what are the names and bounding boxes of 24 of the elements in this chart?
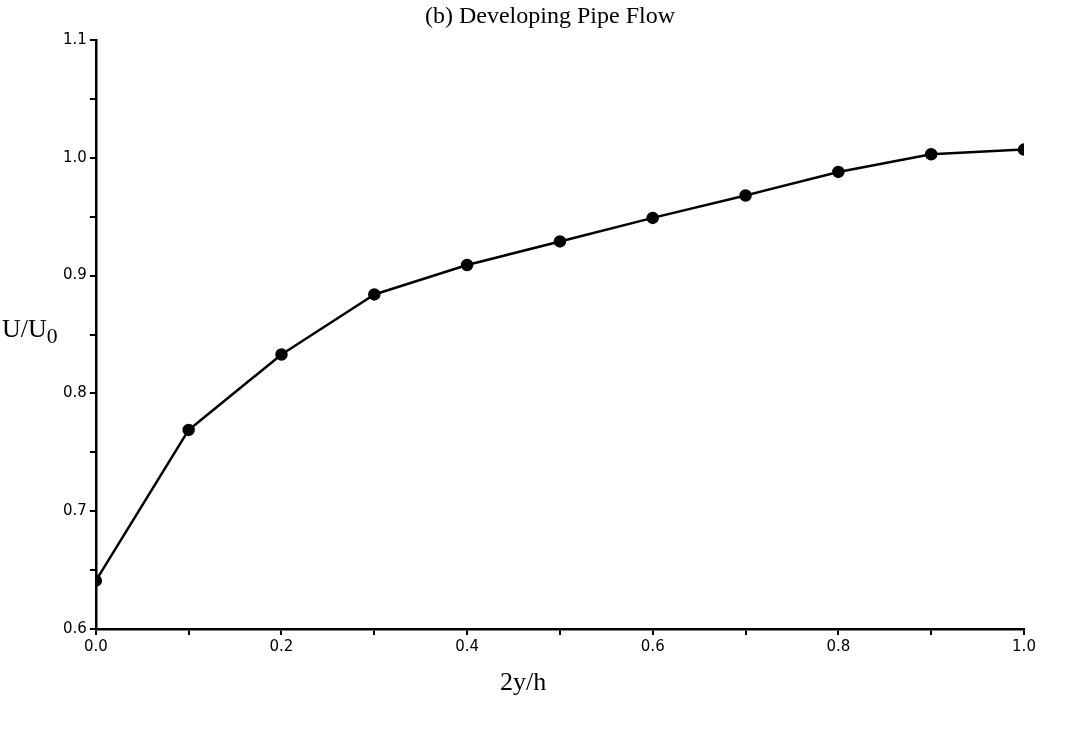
point [182, 423, 195, 437]
point [924, 148, 938, 161]
x-axis-title: 2y/h [500, 667, 547, 696]
point [275, 348, 288, 361]
x-tick-label: 0.4 [455, 636, 480, 655]
x-tick-label: 0.0 [83, 636, 108, 655]
chart-title: (b) Developing Pipe Flow [424, 2, 676, 29]
point [646, 211, 659, 225]
point [553, 235, 567, 248]
y-tick-label: 0.7 [63, 501, 87, 520]
x-tick-label: 0.8 [826, 636, 851, 655]
y-tick-label: 0.8 [63, 383, 87, 402]
x-tick-label: 0.2 [269, 636, 294, 655]
y-axis-title: U/U$_{0}$ [2, 314, 58, 349]
point [832, 165, 845, 179]
y-tick-label: 0.6 [63, 618, 87, 637]
y-tick-label: 0.9 [63, 265, 87, 284]
y-tick-label: 1.1 [63, 29, 87, 48]
x-tick-label: 1.0 [1012, 636, 1036, 655]
y-tick-label: 1.0 [63, 147, 87, 166]
point [368, 288, 381, 301]
point [739, 189, 752, 202]
x-tick-label: 0.6 [640, 636, 665, 655]
point [460, 258, 474, 272]
